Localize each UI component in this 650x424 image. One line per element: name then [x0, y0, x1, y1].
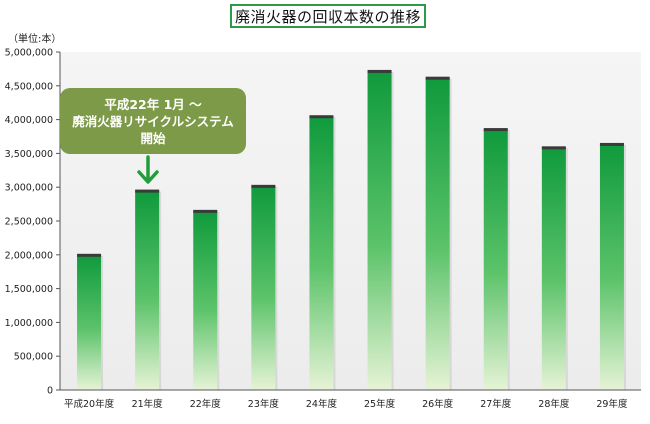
y-tick-label: 2,000,000: [5, 250, 53, 261]
x-tick-label: 23年度: [248, 398, 280, 410]
bar: [251, 185, 276, 390]
y-tick-label: 1,500,000: [5, 284, 53, 295]
bar: [599, 143, 624, 390]
bar: [483, 129, 508, 390]
y-tick-label: 4,000,000: [5, 115, 53, 126]
annotation-line-1: 平成22年 1月 ～: [104, 96, 202, 112]
bar-top-edge: [135, 189, 160, 193]
bar-top-edge: [251, 184, 276, 188]
bar: [135, 190, 160, 390]
bar: [541, 147, 566, 390]
bar-top-edge: [425, 76, 450, 80]
y-tick-label: 500,000: [14, 352, 53, 363]
y-tick-label: 3,000,000: [5, 183, 53, 194]
x-axis: 平成20年度 21年度 22年度 23年度 24年度 25年度 26年度 27年度 28年度 29…: [60, 389, 641, 410]
bar: [309, 116, 334, 390]
annotation-line-2: 廃消火器リサイクルシステム: [72, 113, 234, 129]
y-tick-label: 4,500,000: [5, 81, 53, 92]
x-tick-label: 29年度: [596, 398, 628, 410]
x-tick-label: 26年度: [422, 398, 454, 410]
y-tick-label: 3,500,000: [5, 149, 53, 160]
x-tick-label: 22年度: [190, 398, 222, 410]
bar: [367, 70, 392, 390]
bar-top-edge: [599, 142, 624, 146]
bar-top-edge: [541, 146, 566, 150]
bar-top-edge: [77, 253, 102, 257]
bar: [193, 210, 218, 390]
bar: [425, 77, 450, 391]
y-tick-label: 5,000,000: [5, 48, 53, 59]
annotation-callout: 平成22年 1月 ～ 廃消火器リサイクルシステム 開始: [60, 88, 246, 154]
bar: [77, 254, 102, 390]
bar-top-edge: [367, 69, 392, 73]
bar-top-edge: [483, 128, 508, 132]
bar-top-edge: [309, 115, 334, 119]
annotation-line-3: 開始: [140, 130, 166, 146]
x-tick-label: 24年度: [306, 398, 338, 410]
y-tick-label: 0: [47, 386, 53, 397]
y-tick-label: 1,000,000: [5, 318, 53, 329]
bars: [77, 69, 626, 391]
chart-title: 廃消火器の回収本数の推移: [230, 4, 426, 28]
x-tick-label: 27年度: [480, 398, 512, 410]
y-tick-label: 2,500,000: [5, 217, 53, 228]
x-tick-label: 平成20年度: [64, 398, 115, 410]
bar-top-edge: [193, 209, 218, 213]
x-tick-label: 21年度: [132, 398, 164, 410]
annotation-arrow: [137, 155, 159, 184]
x-tick-label: 25年度: [364, 398, 396, 410]
unit-label: （単位:本）: [8, 34, 62, 45]
y-axis: 0 500,000 1,000,000 1,500,000 2,000,000 2,500…: [5, 48, 61, 397]
x-tick-label: 28年度: [538, 398, 570, 410]
